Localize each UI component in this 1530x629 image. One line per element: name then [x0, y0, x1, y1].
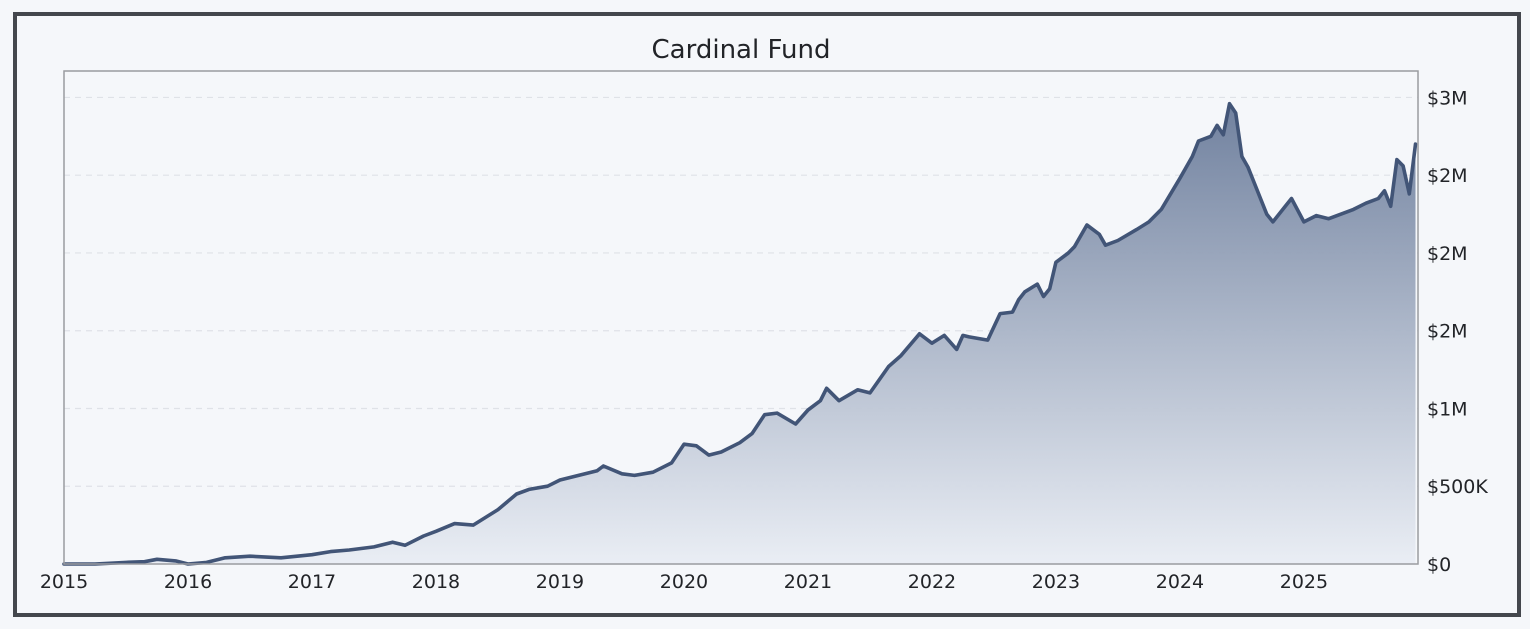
chart-title: Cardinal Fund — [652, 35, 831, 65]
x-tick-label-2023: 2023 — [1032, 571, 1080, 593]
y-tick-label-6: $3M — [1427, 87, 1468, 109]
y-tick-label-1: $500K — [1427, 476, 1488, 498]
x-tick-label-2025: 2025 — [1280, 571, 1328, 593]
series-area — [64, 103, 1416, 564]
x-tick-label-2016: 2016 — [164, 571, 212, 593]
plot-border — [63, 70, 1419, 565]
x-tick-label-2015: 2015 — [40, 571, 88, 593]
series-line — [62, 101, 1418, 566]
y-tick-label-4: $2M — [1427, 243, 1468, 265]
x-tick-label-2021: 2021 — [784, 571, 832, 593]
x-tick-label-2017: 2017 — [288, 571, 336, 593]
x-tick-label-2018: 2018 — [412, 571, 460, 593]
y-axis: $0 $500K $1M $2M $2M $2M $3M — [1427, 87, 1488, 576]
y-tick-label-3: $2M — [1427, 321, 1468, 343]
y-tick-label-0: $0 — [1427, 554, 1451, 576]
x-axis: 2015 2016 2017 2018 2019 2020 2021 2022 2023 2024… — [40, 571, 1328, 593]
x-tick-label-2020: 2020 — [660, 571, 708, 593]
y-tick-label-2: $1M — [1427, 398, 1468, 420]
y-tick-label-5: $2M — [1427, 165, 1468, 187]
x-tick-label-2019: 2019 — [536, 571, 584, 593]
x-tick-label-2024: 2024 — [1156, 571, 1204, 593]
x-tick-label-2022: 2022 — [908, 571, 956, 593]
